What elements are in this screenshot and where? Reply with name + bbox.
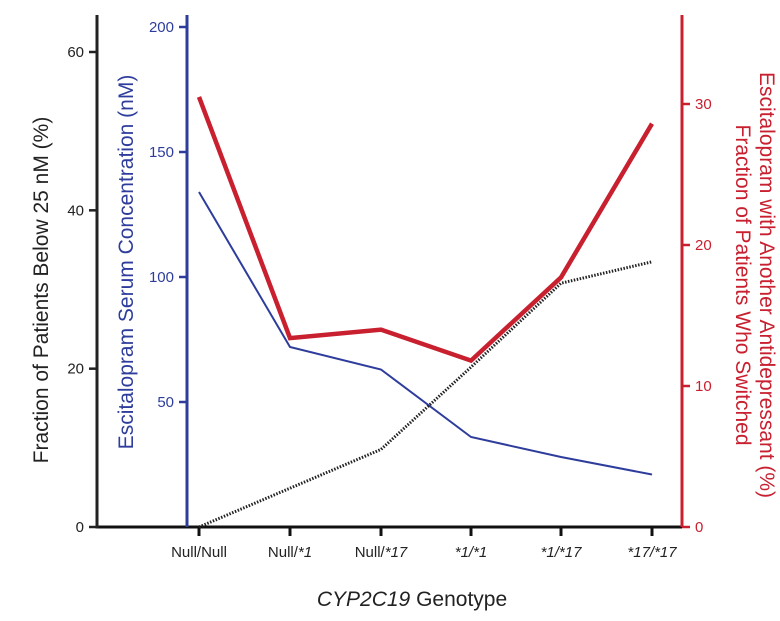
- right-axis-label-line1: Fraction of Patients Who Switched: [731, 125, 754, 446]
- left-y-tick-label: 0: [76, 519, 84, 536]
- x-tick-label: *1/*1: [455, 544, 488, 561]
- x-axis-label-gene: CYP2C19: [317, 588, 411, 611]
- left-y-tick-label: 20: [67, 361, 84, 378]
- blue-axis-label: Escitalopram Serum Concentration (nM): [115, 75, 138, 450]
- x-tick-label: *1/*17: [541, 544, 583, 561]
- left-y-tick-label: 40: [67, 202, 84, 219]
- x-tick-label: Null/*17: [355, 544, 408, 561]
- x-axis-label: CYP2C19 Genotype: [317, 588, 507, 611]
- right-y-tick-label: 10: [695, 378, 712, 395]
- left-y-tick-label: 60: [67, 44, 84, 61]
- series-line-right: [199, 97, 652, 361]
- left-axis-label: Fraction of Patients Below 25 nM (%): [30, 117, 53, 464]
- x-tick-label: Null/Null: [171, 544, 227, 561]
- blue-y-tick-label: 150: [149, 144, 174, 161]
- right-y-tick-label: 0: [695, 519, 703, 536]
- right-y-tick-label: 20: [695, 237, 712, 254]
- x-tick-label: Null/*1: [268, 544, 312, 561]
- x-tick-label: *17/*17: [627, 544, 677, 561]
- right-axis-label-line2: Escitalopram with Another Antidepressant…: [755, 72, 778, 498]
- x-axis-label-rest: Genotype: [410, 588, 507, 611]
- blue-y-tick-label: 100: [149, 269, 174, 286]
- blue-y-tick-label: 50: [157, 394, 174, 411]
- right-y-tick-label: 30: [695, 96, 712, 113]
- blue-y-tick-label: 200: [149, 19, 174, 36]
- series-line-left: [199, 262, 652, 527]
